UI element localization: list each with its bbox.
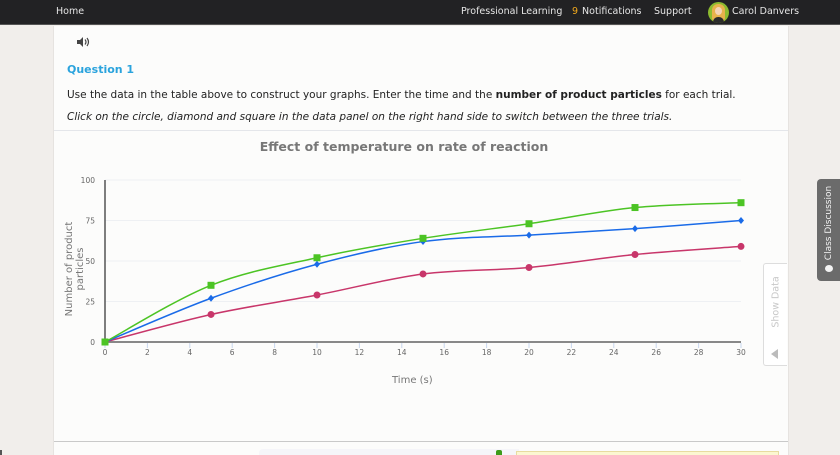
data-point-circle[interactable]	[525, 263, 533, 271]
y-tick-label: 75	[85, 217, 95, 226]
divider	[54, 441, 788, 442]
data-point-circle[interactable]	[207, 310, 215, 318]
data-point-circle[interactable]	[313, 291, 321, 299]
class-discussion-label: Class Discussion	[824, 185, 834, 261]
x-tick-label: 20	[524, 348, 534, 357]
y-tick-label: 25	[85, 298, 95, 307]
nav-user-name-link[interactable]: Carol Danvers	[732, 6, 800, 17]
x-tick-label: 0	[103, 348, 108, 357]
data-point-diamond[interactable]	[738, 217, 744, 224]
hint-box	[516, 451, 779, 455]
data-point-square[interactable]	[737, 199, 745, 207]
user-avatar[interactable]	[708, 2, 729, 23]
x-tick-label: 30	[736, 348, 746, 357]
x-tick-label: 28	[694, 348, 704, 357]
question-card: Question 1 Use the data in the table abo…	[53, 26, 789, 455]
chat-bubble-icon	[825, 265, 833, 272]
x-tick-label: 26	[651, 348, 661, 357]
y-tick-label: 100	[81, 176, 96, 185]
x-tick-label: 12	[355, 348, 365, 357]
question-text-bold: number of product particles	[495, 89, 662, 101]
data-point-square[interactable]	[631, 204, 639, 212]
y-tick-label: 0	[90, 338, 95, 347]
x-tick-label: 4	[187, 348, 192, 357]
nav-professional-learning-link[interactable]: Professional Learning	[461, 6, 563, 17]
x-tick-label: 2	[145, 348, 150, 357]
notifications-label: Notifications	[582, 6, 642, 17]
data-point-circle[interactable]	[631, 251, 639, 259]
x-tick-label: 14	[397, 348, 407, 357]
question-text-part: Use the data in the table above to const…	[67, 89, 496, 101]
x-tick-label: 8	[272, 348, 277, 357]
arrow-left-icon	[771, 349, 778, 359]
check-icon	[496, 450, 502, 455]
question-text-part: for each trial.	[661, 89, 736, 101]
avatar-face	[715, 7, 722, 15]
question-instruction: Click on the circle, diamond and square …	[67, 111, 673, 123]
x-tick-label: 24	[609, 348, 619, 357]
notifications-count-badge: 9	[572, 6, 579, 17]
x-tick-label: 22	[567, 348, 577, 357]
class-discussion-tab[interactable]: Class Discussion	[817, 179, 840, 281]
data-point-diamond[interactable]	[632, 225, 638, 233]
data-point-diamond[interactable]	[526, 231, 532, 239]
question-text: Use the data in the table above to const…	[67, 89, 736, 101]
nav-support-link[interactable]: Support	[654, 6, 692, 17]
y-tick-label: 50	[85, 257, 95, 266]
data-point-square[interactable]	[525, 220, 533, 228]
data-point-square[interactable]	[207, 281, 215, 289]
show-data-label: Show Data	[770, 276, 782, 328]
divider	[54, 130, 788, 131]
speaker-icon[interactable]	[77, 37, 91, 47]
data-point-circle[interactable]	[737, 242, 745, 250]
data-point-square[interactable]	[313, 254, 321, 262]
top-nav-bar: Home Professional Learning 9 Notification…	[0, 0, 840, 25]
answer-input-area[interactable]	[259, 449, 519, 455]
nav-home-link[interactable]: Home	[56, 6, 85, 17]
page-edge-marker	[0, 450, 2, 455]
data-point-square[interactable]	[101, 338, 109, 346]
question-title: Question 1	[67, 63, 135, 76]
chart-title: Effect of temperature on rate of reactio…	[259, 139, 549, 154]
x-tick-label: 10	[312, 348, 322, 357]
nav-notifications-link[interactable]: 9 Notifications	[572, 6, 642, 17]
data-point-circle[interactable]	[419, 270, 427, 278]
chart-x-axis-label: Time (s)	[392, 375, 433, 386]
data-point-square[interactable]	[419, 234, 427, 242]
avatar-body	[713, 17, 724, 23]
x-tick-label: 6	[230, 348, 235, 357]
data-point-diamond[interactable]	[208, 294, 214, 302]
show-data-tab[interactable]: Show Data	[763, 263, 787, 366]
x-tick-label: 18	[482, 348, 492, 357]
x-tick-label: 16	[439, 348, 449, 357]
data-point-diamond[interactable]	[314, 260, 320, 268]
